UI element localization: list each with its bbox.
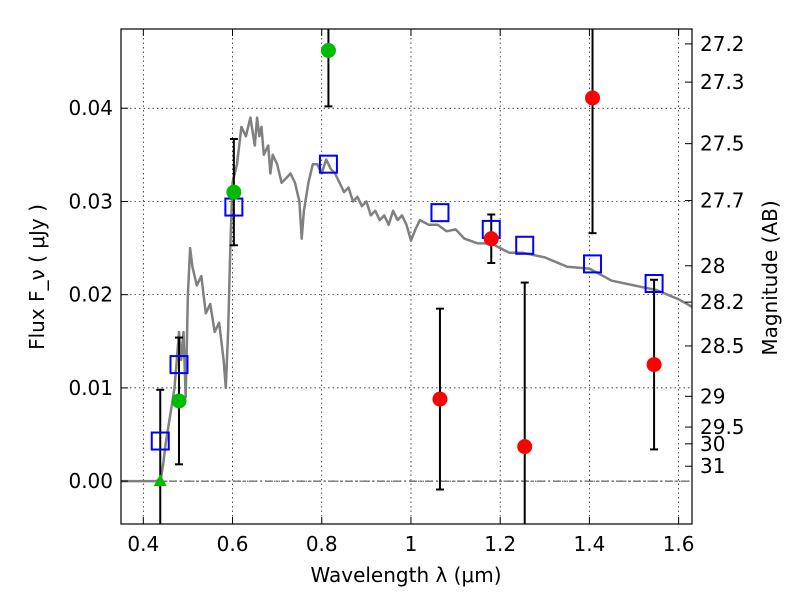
- x-tick-label: 0.6: [217, 532, 249, 556]
- model-photometry-square: [644, 273, 664, 293]
- non-detection-point: [432, 391, 448, 407]
- detection-point: [171, 393, 187, 409]
- magnitude-tick-label: 28.2: [700, 290, 745, 314]
- y-axis-title: Flux F_ν ( μJy ): [25, 204, 49, 350]
- markers-layer: [150, 42, 664, 487]
- x-tick-label: 1.4: [573, 532, 605, 556]
- y-tick-label: 0.00: [68, 469, 113, 493]
- y-tick-label: 0.04: [68, 96, 113, 120]
- non-detection-point: [517, 439, 533, 455]
- magnitude-tick-label: 27.2: [700, 32, 745, 56]
- non-detection-point: [646, 357, 662, 373]
- x-tick-label: 1.2: [484, 532, 516, 556]
- model-spectrum-line: [121, 116, 692, 483]
- magnitude-tick-label: 28.5: [700, 334, 745, 358]
- x-axis-ticks: 0.4 0.6 0.8 1 1.2 1.4 1.6: [127, 29, 695, 556]
- detection-point: [226, 184, 242, 200]
- x-tick-label: 1: [405, 532, 418, 556]
- model-photometry-square: [583, 254, 603, 274]
- magnitude-tick-label: 29: [700, 384, 725, 408]
- model-photometry-square: [515, 235, 535, 255]
- magnitude-tick-label: 30: [700, 432, 725, 456]
- x-axis-title: Wavelength λ (μm): [310, 563, 501, 587]
- x-tick-label: 1.6: [663, 532, 695, 556]
- y-tick-label: 0.01: [68, 376, 113, 400]
- magnitude-tick-label: 31: [700, 454, 725, 478]
- magnitude-tick-label: 28: [700, 254, 725, 278]
- model-photometry-square: [169, 355, 189, 375]
- upper-limit-triangle: [153, 474, 167, 487]
- x-tick-label: 0.8: [306, 532, 338, 556]
- grid-lines: [121, 29, 692, 524]
- magnitude-tick-label: 27.5: [700, 132, 745, 156]
- magnitude-tick-label: 27.3: [700, 70, 745, 94]
- non-detection-point: [585, 90, 601, 106]
- model-photometry-square: [318, 154, 338, 174]
- magnitude-tick-label: 29.5: [700, 415, 745, 439]
- y-axis-ticks: 0.00 0.01 0.02 0.03 0.04: [68, 96, 128, 493]
- magnitude-tick-label: 27.7: [700, 189, 745, 213]
- y-tick-label: 0.02: [68, 283, 113, 307]
- detection-point: [320, 42, 336, 58]
- model-photometry-square: [150, 431, 170, 451]
- plot-frame: [120, 28, 693, 525]
- model-photometry-square: [430, 203, 450, 223]
- x-tick-label: 0.4: [127, 532, 159, 556]
- magnitude-axis-title: Magnitude (AB): [758, 200, 782, 355]
- non-detection-point: [483, 231, 499, 247]
- plot-background: [121, 29, 692, 524]
- model-spectrum-layer: [121, 116, 692, 483]
- y-tick-label: 0.03: [68, 189, 113, 213]
